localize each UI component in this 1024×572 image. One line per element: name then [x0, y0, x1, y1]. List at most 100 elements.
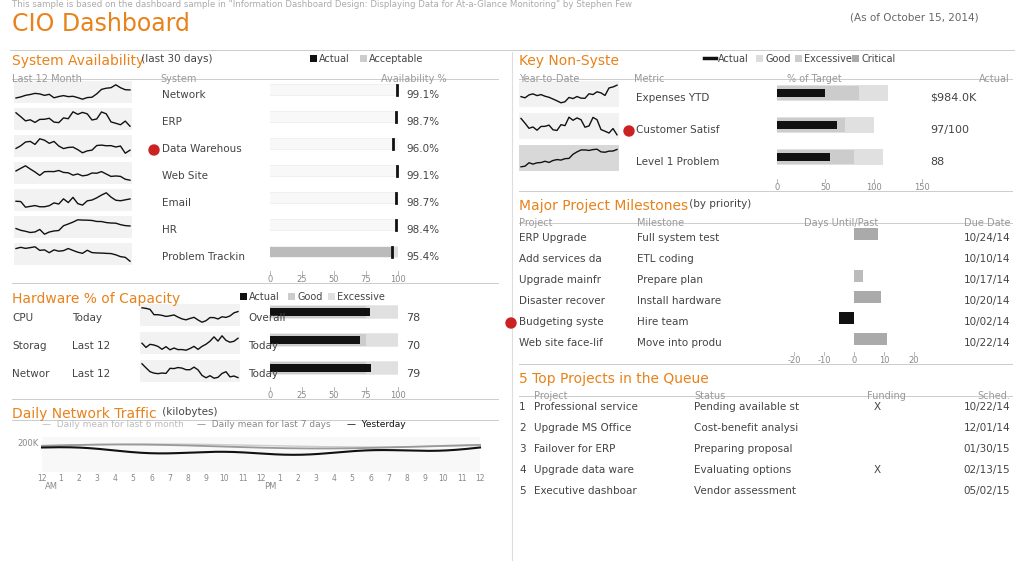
Bar — [777, 86, 859, 100]
Bar — [777, 89, 825, 97]
Text: Good: Good — [765, 54, 791, 64]
Bar — [328, 293, 335, 300]
Text: Problem Trackin: Problem Trackin — [162, 252, 245, 262]
Text: 98.4%: 98.4% — [406, 225, 439, 235]
Text: 5 Top Projects in the Queue: 5 Top Projects in the Queue — [519, 372, 709, 386]
Text: 10/17/14: 10/17/14 — [964, 275, 1010, 285]
Text: CIO Dashboard: CIO Dashboard — [12, 12, 189, 36]
Text: 98.7%: 98.7% — [406, 198, 439, 208]
Text: 25: 25 — [297, 391, 307, 400]
Text: 6: 6 — [150, 474, 154, 483]
Text: 4: 4 — [113, 474, 118, 483]
Text: Year-to-Date: Year-to-Date — [519, 74, 580, 84]
Text: (last 30 days): (last 30 days) — [138, 54, 213, 64]
Text: 200K: 200K — [17, 439, 39, 448]
Text: 05/02/15: 05/02/15 — [964, 486, 1010, 496]
Text: 79: 79 — [406, 369, 420, 379]
Text: Preparing proposal: Preparing proposal — [694, 444, 793, 454]
Bar — [777, 149, 884, 165]
Text: 10/02/14: 10/02/14 — [964, 317, 1010, 327]
Text: Today: Today — [248, 341, 278, 351]
Bar — [270, 219, 398, 231]
Text: —  Yesterday: — Yesterday — [347, 420, 406, 429]
Text: X: X — [873, 402, 881, 412]
Text: 1: 1 — [276, 474, 282, 483]
Text: 100: 100 — [865, 183, 882, 192]
Bar — [366, 334, 398, 346]
Text: ERP: ERP — [162, 117, 182, 127]
Text: Critical: Critical — [861, 54, 895, 64]
Bar — [270, 306, 366, 318]
Text: 100: 100 — [390, 275, 406, 284]
Text: 5: 5 — [519, 486, 525, 496]
Bar — [270, 85, 398, 95]
Text: Good: Good — [297, 292, 323, 302]
Text: Key Non-Syste: Key Non-Syste — [519, 54, 618, 68]
Text: 4: 4 — [332, 474, 337, 483]
Text: 99.1%: 99.1% — [406, 171, 439, 181]
Bar — [777, 118, 845, 132]
Bar — [14, 243, 132, 265]
Text: Storag: Storag — [12, 341, 46, 351]
Bar — [14, 162, 132, 184]
Text: System: System — [160, 74, 197, 84]
Text: This sample is based on the dashboard sample in "Information Dashboard Design: D: This sample is based on the dashboard sa… — [12, 0, 632, 9]
Text: 20: 20 — [908, 356, 920, 365]
Bar — [270, 247, 392, 257]
Text: Cost-benefit analysi: Cost-benefit analysi — [694, 423, 799, 433]
Bar — [270, 364, 371, 372]
Bar — [360, 55, 367, 62]
Text: 6: 6 — [368, 474, 373, 483]
Text: —  Daily mean for last 7 days: — Daily mean for last 7 days — [197, 420, 331, 429]
Text: -10: -10 — [817, 356, 830, 365]
Text: 11: 11 — [457, 474, 467, 483]
Text: Hardware % of Capacity: Hardware % of Capacity — [12, 292, 180, 306]
Text: 8: 8 — [404, 474, 410, 483]
Text: 96.0%: 96.0% — [406, 144, 439, 154]
Text: Major Project Milestones: Major Project Milestones — [519, 199, 688, 213]
Bar — [854, 291, 881, 303]
Bar — [14, 135, 132, 157]
Text: Project: Project — [534, 391, 567, 401]
Bar — [270, 361, 398, 375]
Text: 12: 12 — [256, 474, 266, 483]
Bar — [777, 85, 888, 101]
Text: 4: 4 — [519, 465, 525, 475]
Text: Milestone: Milestone — [637, 218, 684, 228]
Text: 98.7%: 98.7% — [406, 117, 439, 127]
Text: System Availability: System Availability — [12, 54, 144, 68]
Text: Network: Network — [162, 90, 206, 100]
Text: (As of October 15, 2014): (As of October 15, 2014) — [850, 12, 979, 22]
Text: 0: 0 — [774, 183, 779, 192]
Bar — [140, 332, 240, 354]
Text: 5: 5 — [131, 474, 136, 483]
Text: Evaluating options: Evaluating options — [694, 465, 792, 475]
Bar — [756, 55, 763, 62]
Bar — [240, 293, 247, 300]
Text: Today: Today — [72, 313, 102, 323]
Text: ETL coding: ETL coding — [637, 254, 693, 264]
Bar — [270, 334, 366, 346]
Text: Data Warehous: Data Warehous — [162, 144, 242, 154]
Text: Sched.: Sched. — [977, 391, 1010, 401]
Text: (kilobytes): (kilobytes) — [159, 407, 217, 417]
Bar — [42, 437, 480, 472]
Text: 25: 25 — [297, 275, 307, 284]
Text: Hire team: Hire team — [637, 317, 688, 327]
Text: Availability %: Availability % — [381, 74, 447, 84]
Text: Move into produ: Move into produ — [637, 338, 722, 348]
Text: 75: 75 — [360, 275, 372, 284]
Bar — [519, 113, 618, 139]
Bar — [270, 193, 398, 203]
Bar — [270, 111, 398, 123]
Text: Pending available st: Pending available st — [694, 402, 799, 412]
Text: 2: 2 — [295, 474, 300, 483]
Text: 9: 9 — [204, 474, 209, 483]
Bar — [14, 216, 132, 238]
Bar — [14, 81, 132, 103]
Bar — [270, 165, 398, 177]
Text: Status: Status — [694, 391, 725, 401]
Bar — [852, 55, 859, 62]
Text: 10/22/14: 10/22/14 — [964, 338, 1010, 348]
Bar — [839, 312, 854, 324]
